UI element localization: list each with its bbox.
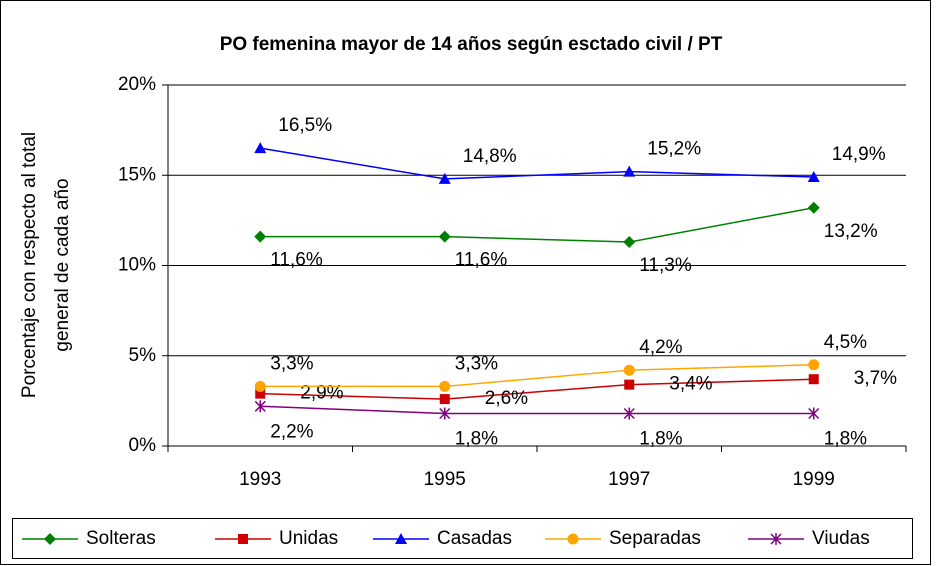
data-label: 14,9% [832, 144, 886, 165]
legend-marker [395, 533, 407, 544]
legend-label: Casadas [437, 528, 512, 549]
x-tick-label: 1999 [793, 469, 835, 490]
data-point [439, 380, 451, 392]
series-line [260, 147, 814, 180]
series-line [260, 405, 814, 415]
legend-label: Unidas [279, 528, 338, 549]
data-point [808, 374, 819, 385]
data-label: 14,8% [463, 146, 517, 167]
y-tick-label: 0% [129, 435, 157, 456]
data-label: 3,3% [270, 353, 313, 374]
data-point [438, 230, 451, 243]
data-label: 11,6% [270, 250, 323, 271]
data-point [439, 407, 451, 420]
data-label: 16,5% [278, 115, 332, 136]
legend-marker [567, 533, 579, 545]
data-label: 11,6% [455, 250, 508, 271]
y-tick-label: 15% [118, 164, 156, 185]
legend-label: Viudas [812, 528, 870, 549]
data-point [255, 388, 266, 399]
data-point [624, 379, 635, 390]
data-point [254, 230, 267, 243]
data-point [623, 407, 635, 420]
data-point [808, 359, 820, 371]
legend-label: Separadas [609, 528, 701, 549]
data-label: 15,2% [647, 139, 701, 160]
legend-marker [770, 533, 782, 545]
data-point [254, 380, 266, 392]
y-axis-label: Porcentaje con respecto al total [19, 132, 40, 398]
data-label: 4,2% [639, 337, 682, 358]
data-label: 1,8% [639, 429, 682, 450]
data-label: 2,9% [300, 383, 343, 404]
y-tick-label: 5% [129, 345, 157, 366]
data-label: 2,2% [270, 421, 313, 442]
x-tick-label: 1997 [608, 469, 650, 490]
data-point [438, 172, 451, 184]
data-label: 13,2% [824, 221, 878, 242]
series-line [260, 364, 814, 388]
data-point [254, 400, 266, 413]
data-label: 11,3% [639, 255, 692, 276]
series-line [260, 207, 814, 243]
data-point [807, 171, 820, 183]
data-label: 3,3% [455, 353, 498, 374]
data-point [439, 394, 450, 405]
data-label: 1,8% [824, 429, 867, 450]
x-tick-label: 1993 [239, 469, 281, 490]
legend-label: Solteras [86, 528, 156, 549]
data-label: 3,4% [669, 374, 712, 395]
data-point [807, 201, 820, 214]
y-tick-label: 20% [118, 74, 156, 95]
data-label: 3,7% [854, 368, 897, 389]
legend-marker [238, 534, 248, 544]
data-point [623, 165, 636, 177]
y-axis-label: general de cada año [52, 178, 73, 351]
data-point [623, 364, 635, 376]
data-label: 2,6% [485, 388, 528, 409]
legend-marker [44, 533, 56, 545]
data-label: 1,8% [455, 429, 498, 450]
data-label: 4,5% [824, 332, 867, 353]
data-point [623, 236, 636, 249]
data-point [808, 407, 820, 420]
y-tick-label: 10% [118, 255, 156, 276]
data-point [254, 142, 267, 154]
chart-title: PO femenina mayor de 14 años según escta… [220, 34, 723, 55]
x-tick-label: 1995 [424, 469, 466, 490]
series-line [260, 378, 814, 400]
